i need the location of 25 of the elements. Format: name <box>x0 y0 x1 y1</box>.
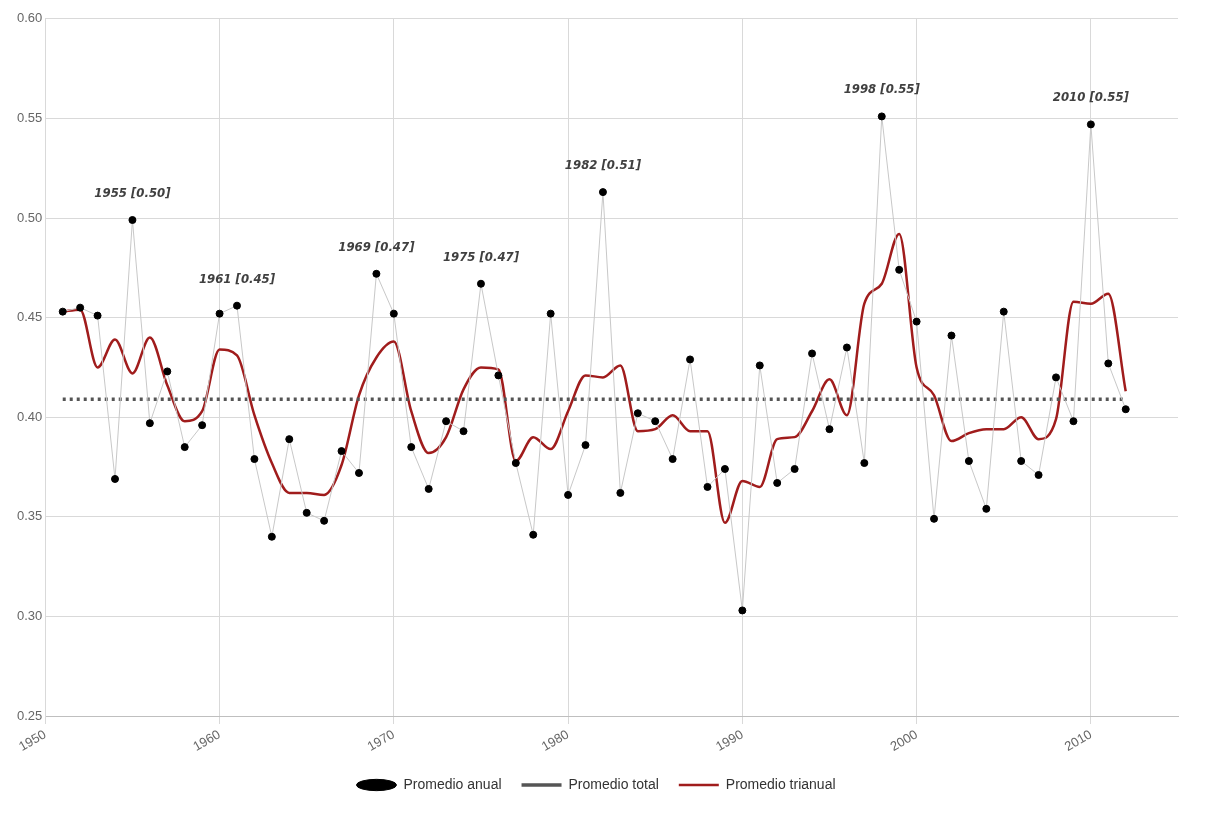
y-tick-label: 0.50 <box>16 209 43 225</box>
annotation: 2010 [0.55] <box>1052 89 1130 105</box>
annotation: 1961 [0.45] <box>198 270 276 286</box>
x-tick-label: 1950 <box>16 726 49 754</box>
y-tick-label: 0.40 <box>16 408 43 424</box>
legend-label: Promedio trianual <box>725 775 836 792</box>
y-tick-label: 0.25 <box>16 707 43 723</box>
x-tick-label: 1970 <box>364 726 398 754</box>
annotation: 1955 [0.50] <box>94 184 172 200</box>
annotation: 1982 [0.51] <box>564 156 642 172</box>
y-tick-label: 0.35 <box>16 508 43 524</box>
legend-label: Promedio anual <box>403 775 502 792</box>
y-tick-label: 0.45 <box>16 309 43 325</box>
x-tick-label: 2000 <box>887 726 920 754</box>
x-tick-label: 1980 <box>538 726 572 754</box>
annotation: 1975 [0.47] <box>442 248 520 264</box>
y-tick-label: 0.30 <box>16 608 43 623</box>
y-tick-label: 0.55 <box>16 109 43 125</box>
annotation: 1998 [0.55] <box>843 81 921 97</box>
annotation: 1969 [0.47] <box>338 238 416 254</box>
y-tick-label: 0.60 <box>16 10 43 26</box>
legend-label: Promedio total <box>568 775 659 792</box>
x-tick-label: 1960 <box>190 726 223 754</box>
x-tick-label: 1990 <box>713 726 746 754</box>
x-tick-label: 2010 <box>1061 726 1095 754</box>
